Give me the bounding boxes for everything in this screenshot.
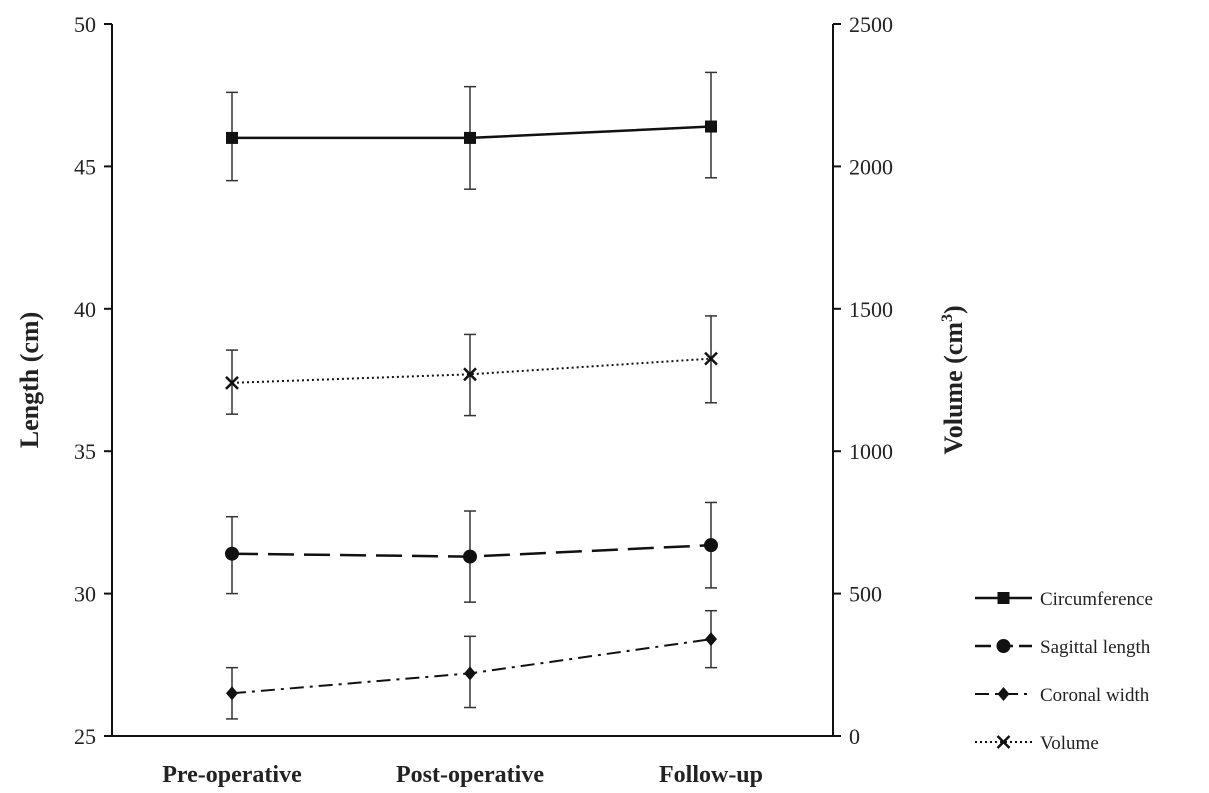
left-tick-label: 30 bbox=[74, 582, 96, 607]
diamond-marker bbox=[997, 687, 1010, 701]
square-marker bbox=[226, 131, 238, 144]
right-axis-ticks: 0 500 1000 1500 2000 2500 bbox=[833, 12, 893, 749]
circle-marker bbox=[704, 538, 718, 553]
series-sagittal-length bbox=[225, 501, 718, 603]
diamond-marker bbox=[705, 632, 717, 647]
axes bbox=[111, 24, 834, 737]
left-axis-title: Length (cm) bbox=[15, 312, 44, 448]
category-label: Post-operative bbox=[396, 762, 544, 788]
circle-marker bbox=[996, 639, 1011, 653]
right-tick-label: 2000 bbox=[849, 154, 893, 179]
right-tick-label: 0 bbox=[849, 724, 860, 749]
right-tick-label: 1500 bbox=[849, 297, 893, 322]
series-line bbox=[231, 638, 712, 695]
x-marker-stroke bbox=[463, 367, 477, 382]
legend-label: Sagittal length bbox=[1040, 637, 1151, 658]
x-marker bbox=[463, 367, 477, 382]
right-tick-label: 500 bbox=[849, 582, 882, 607]
right-tick-label: 2500 bbox=[849, 12, 893, 37]
left-axis-ticks: 25 30 35 40 45 50 bbox=[74, 12, 112, 749]
square-marker bbox=[705, 120, 717, 133]
left-tick-label: 50 bbox=[74, 12, 96, 37]
x-marker bbox=[225, 375, 239, 390]
legend-label: Volume bbox=[1040, 733, 1099, 754]
category-label: Pre-operative bbox=[162, 762, 302, 788]
series-coronal-width bbox=[226, 609, 717, 720]
x-marker bbox=[704, 351, 718, 366]
legend-item: Volume bbox=[975, 733, 1099, 754]
left-tick-label: 25 bbox=[74, 724, 96, 749]
left-tick-label: 40 bbox=[74, 297, 96, 322]
circle-marker bbox=[463, 549, 477, 564]
series-layer bbox=[225, 71, 718, 720]
diamond-marker bbox=[464, 666, 476, 681]
series-volume bbox=[225, 315, 718, 417]
square-marker bbox=[997, 592, 1010, 604]
legend-item: Circumference bbox=[975, 589, 1153, 610]
category-label: Follow-up bbox=[659, 762, 763, 788]
right-axis-title-main: Volume (cm bbox=[939, 322, 968, 455]
left-tick-label: 45 bbox=[74, 154, 96, 179]
square-marker bbox=[464, 131, 476, 144]
x-marker-stroke bbox=[996, 735, 1011, 749]
right-axis-title-end: ) bbox=[939, 305, 968, 314]
circle-marker bbox=[225, 546, 239, 561]
series-line bbox=[231, 357, 712, 384]
series-circumference bbox=[226, 71, 717, 190]
right-tick-label: 1000 bbox=[849, 439, 893, 464]
x-marker bbox=[996, 735, 1011, 749]
x-marker-stroke bbox=[225, 375, 239, 390]
legend: Circumference Sagittal length Coronal widt… bbox=[975, 589, 1153, 754]
x-marker-stroke bbox=[704, 351, 718, 366]
legend-item: Sagittal length bbox=[975, 637, 1151, 658]
diamond-marker bbox=[226, 686, 238, 701]
legend-label: Coronal width bbox=[1040, 685, 1150, 706]
category-labels: Pre-operative Post-operative Follow-up bbox=[162, 762, 763, 788]
right-axis-title: Volume (cm3) bbox=[939, 305, 968, 454]
legend-item: Coronal width bbox=[975, 685, 1150, 706]
left-tick-label: 35 bbox=[74, 439, 96, 464]
right-axis-title-sup: 3 bbox=[939, 314, 956, 322]
legend-label: Circumference bbox=[1040, 589, 1153, 610]
